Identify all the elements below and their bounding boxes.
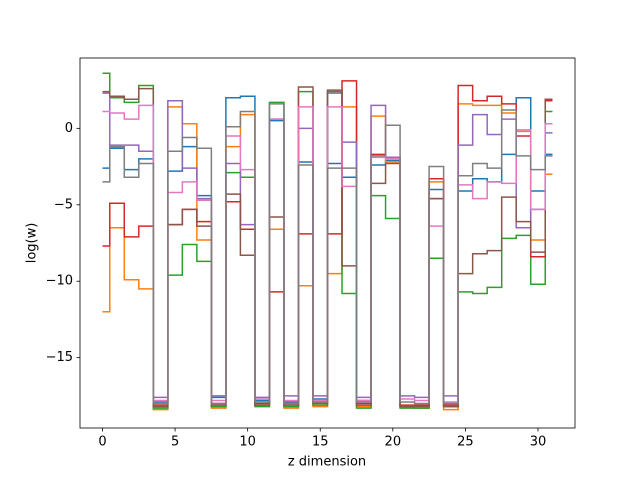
y-tick-label: −15 [46,350,73,365]
step-line [102,86,553,408]
step-line [102,72,553,409]
axes-frame [79,57,576,429]
x-tick-label: 0 [98,435,106,450]
x-tick-label: 10 [239,435,256,450]
step-line [102,103,553,411]
x-axis-label: z dimension [288,455,366,470]
x-tick-label: 5 [171,435,179,450]
y-tick-label: −5 [54,197,73,212]
x-tick-label: 25 [457,435,474,450]
x-tick-label: 20 [385,435,402,450]
y-tick-label: −10 [46,274,73,289]
step-line [102,103,553,405]
y-axis-label: log(w) [25,223,40,264]
x-tick-label: 30 [530,435,547,450]
x-tick-label: 15 [312,435,329,450]
y-tick-label: 0 [65,121,73,136]
